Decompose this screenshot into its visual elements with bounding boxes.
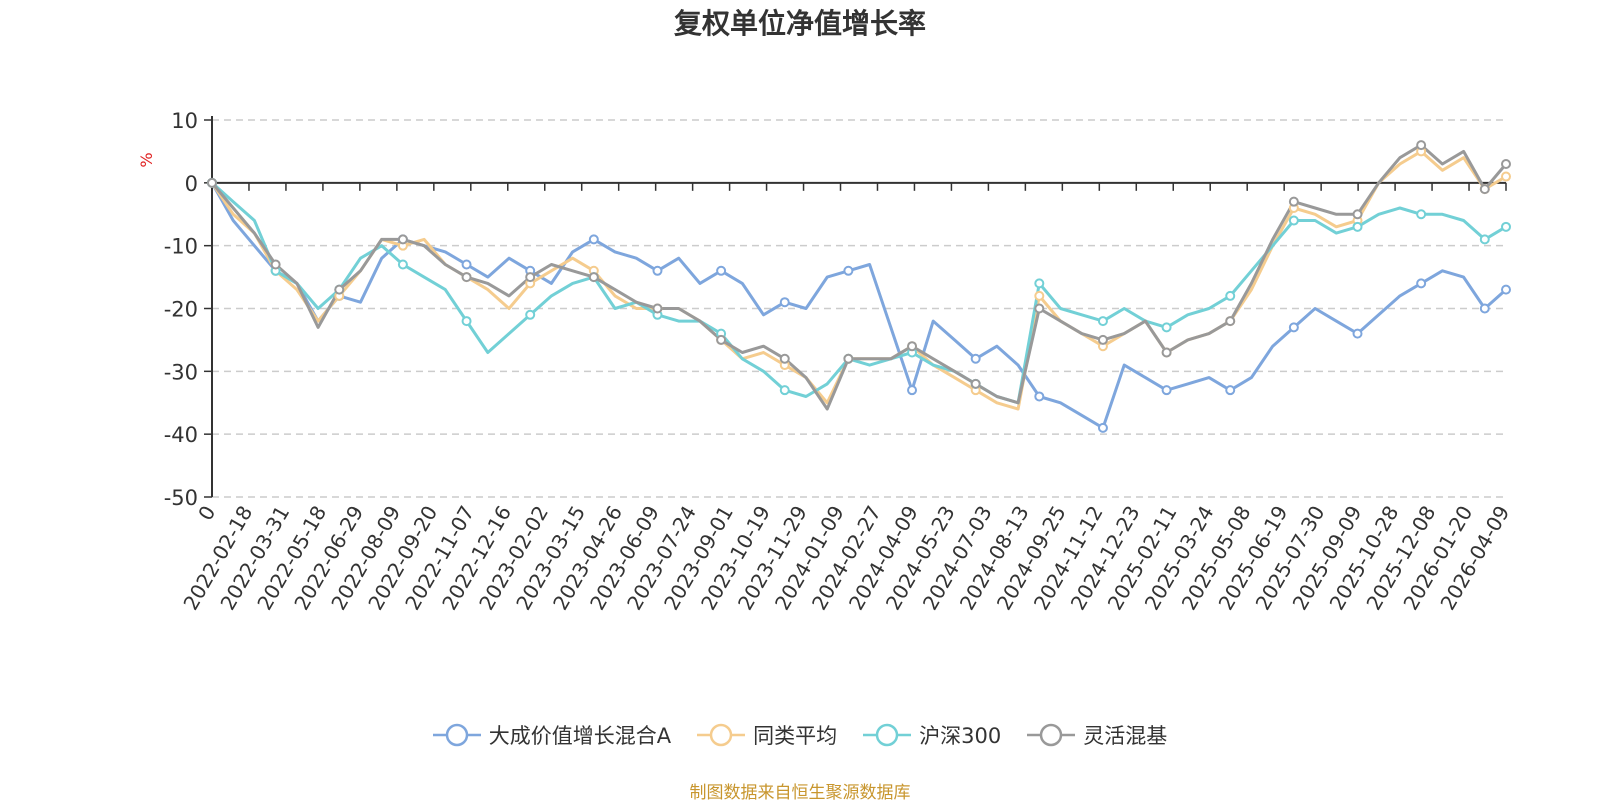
- series-point-0: [1225, 385, 1236, 396]
- legend-line-circle-icon: [1027, 723, 1076, 747]
- legend-item-2[interactable]: 沪深300: [863, 720, 1001, 750]
- series-point-2: [1097, 316, 1108, 327]
- series-point-0: [1288, 322, 1299, 333]
- y-axis-unit-label: %: [137, 152, 156, 167]
- y-tick-label: -20: [164, 298, 198, 322]
- series-point-0: [1501, 284, 1511, 295]
- series-point-2: [779, 385, 790, 396]
- series-point-0: [843, 265, 854, 276]
- series-point-0: [652, 265, 663, 276]
- series-point-3: [1034, 303, 1045, 314]
- series-point-3: [1161, 347, 1172, 358]
- series-point-3: [970, 378, 981, 389]
- series-point-0: [1352, 328, 1363, 339]
- series-point-0: [1097, 422, 1108, 433]
- series-point-0: [970, 353, 981, 364]
- series-lines: [210, 143, 1508, 430]
- series-point-0: [716, 265, 727, 276]
- series-point-2: [1034, 278, 1045, 289]
- series-point-2: [525, 309, 536, 320]
- series-point-3: [1479, 184, 1490, 195]
- series-point-0: [588, 234, 599, 245]
- series-point-0: [461, 259, 472, 270]
- y-tick-label: 0: [185, 172, 198, 196]
- legend: 大成价值增长混合A 同类平均 沪深300 灵活混基: [0, 720, 1600, 750]
- x-tick-label: 0: [193, 502, 220, 525]
- legend-line-circle-icon: [863, 723, 912, 747]
- y-tick-label: -30: [164, 360, 198, 384]
- series-line-3: [210, 143, 1508, 411]
- series-point-1: [1034, 290, 1045, 301]
- series-point-3: [588, 272, 599, 283]
- legend-line-circle-icon: [697, 723, 746, 747]
- legend-label: 大成价值增长混合A: [488, 724, 672, 748]
- series-point-3: [207, 177, 217, 188]
- series-point-0: [1416, 278, 1427, 289]
- series-point-3: [1416, 140, 1427, 151]
- series-point-3: [461, 272, 472, 283]
- series-point-3: [716, 334, 727, 345]
- series-point-0: [907, 385, 918, 396]
- axes: 100-10-20-30-40-5002022-02-182022-03-312…: [164, 109, 1515, 614]
- legend-item-0[interactable]: 大成价值增长混合A: [432, 720, 672, 750]
- series-markers: [207, 140, 1511, 433]
- legend-item-1[interactable]: 同类平均: [697, 720, 837, 750]
- series-line-1: [210, 149, 1507, 411]
- legend-label: 沪深300: [919, 724, 1002, 748]
- legend-line-circle-icon: [432, 723, 481, 747]
- y-tick-label: -40: [164, 423, 198, 447]
- series-point-3: [1352, 209, 1363, 220]
- series-point-2: [1288, 215, 1299, 226]
- series-point-2: [1161, 322, 1172, 333]
- series-point-3: [779, 353, 790, 364]
- series-point-3: [907, 341, 918, 352]
- legend-label: 同类平均: [753, 724, 838, 748]
- series-point-0: [1161, 385, 1172, 396]
- y-tick-label: -10: [164, 235, 198, 259]
- series-point-3: [397, 234, 408, 245]
- series-point-3: [1225, 316, 1236, 327]
- series-line-2: [211, 181, 1507, 405]
- chart-title: 复权单位净值增长率: [673, 7, 926, 40]
- y-tick-label: 10: [171, 109, 198, 133]
- series-point-3: [1097, 334, 1108, 345]
- grid-lines: [212, 119, 1506, 498]
- series-point-2: [1352, 221, 1363, 232]
- series-point-3: [334, 284, 345, 295]
- legend-label: 灵活混基: [1083, 724, 1168, 748]
- series-point-3: [1288, 196, 1299, 207]
- series-point-2: [461, 316, 472, 327]
- series-point-2: [397, 259, 408, 270]
- series-point-1: [1501, 171, 1511, 182]
- series-point-2: [1501, 221, 1511, 232]
- series-point-2: [1416, 209, 1427, 220]
- series-point-3: [525, 272, 536, 283]
- source-note: 制图数据来自恒生聚源数据库: [689, 783, 911, 803]
- series-point-3: [843, 353, 854, 364]
- series-point-2: [1225, 290, 1236, 301]
- series-point-3: [270, 259, 281, 270]
- series-point-3: [1501, 158, 1511, 169]
- series-point-0: [1479, 303, 1490, 314]
- series-point-0: [779, 297, 790, 308]
- y-tick-label: -50: [164, 486, 198, 510]
- series-point-3: [652, 303, 663, 314]
- legend-item-3[interactable]: 灵活混基: [1027, 720, 1167, 750]
- series-point-0: [1034, 391, 1045, 402]
- series-point-2: [1479, 234, 1490, 245]
